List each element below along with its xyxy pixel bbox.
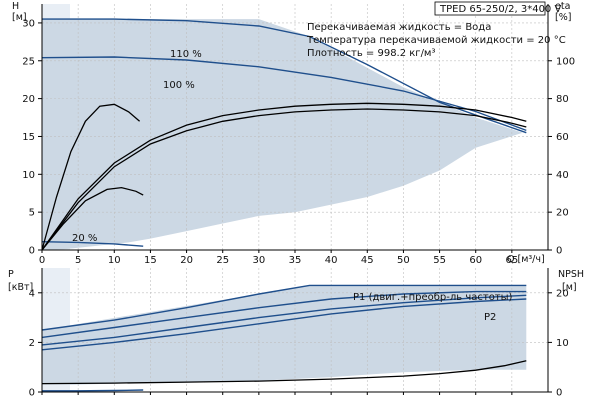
x-tick-label: 60 <box>469 255 482 266</box>
curve-bot-2 <box>41 294 527 346</box>
power-envelope-layer <box>42 268 527 392</box>
x-tick-label: 55 <box>433 255 446 266</box>
head-envelope-layer <box>42 4 523 250</box>
right-tick-label: 100 <box>556 56 575 67</box>
x-tick-label: 30 <box>252 255 265 266</box>
pump-model-title: TPED 65-250/2, 3*400 V <box>439 4 561 15</box>
power-npsh-panel: 0 2 4 0 10 20 P [кВт] NPSH [м] P1 (двиг.+прео… <box>8 268 584 399</box>
curve-top-3 <box>41 102 527 251</box>
left-tick-label: 10 <box>22 170 35 181</box>
x-tick-label: 10 <box>108 255 121 266</box>
right-tick-label: 40 <box>556 170 569 181</box>
info-line-temperature: Температура перекачиваемой жидкости = 20… <box>306 35 566 46</box>
left-tick-label: 30 <box>22 18 35 29</box>
head-efficiency-panel: 0 5 10 15 20 25 30 0 20 40 60 80 100 0 5 10 15 20 25 30 35 40… <box>12 1 575 266</box>
operating-range-envelope <box>42 285 527 385</box>
x-tick-label: 5 <box>75 255 81 266</box>
left-tick-label: 4 <box>29 288 35 299</box>
x-tick-label: 20 <box>180 255 193 266</box>
x-tick-label: 65 <box>505 255 518 266</box>
curve-20 <box>41 241 144 247</box>
right-tick-label: 0 <box>556 388 562 399</box>
curve-110 <box>42 18 527 134</box>
power-axis-unit: [кВт] <box>8 282 33 293</box>
eta-axis-unit: [%] <box>555 12 571 23</box>
curve-bot-5 <box>41 360 527 385</box>
curve-top-4 <box>41 108 527 251</box>
left-tick-label: 15 <box>22 132 35 143</box>
info-line-density: Плотность = 998.2 кг/м³ <box>307 48 436 59</box>
head-curves-layer <box>41 18 527 251</box>
power-tick-labels: 0 2 4 0 10 20 <box>29 288 569 398</box>
curve-label-110: 110 % <box>170 49 202 60</box>
curve-label-p2: P2 <box>484 312 496 323</box>
left-tick-label: 5 <box>29 208 35 219</box>
curve-p2 <box>41 290 527 339</box>
head-tick-labels: 0 5 10 15 20 25 30 0 20 40 60 80 100 0 5 10 15 20 25 30 35 40… <box>22 18 575 266</box>
power-curves-layer <box>41 284 527 392</box>
right-tick-label: 60 <box>556 132 569 143</box>
x-tick-label: 50 <box>397 255 410 266</box>
right-tick-label: 80 <box>556 94 569 105</box>
right-tick-label: 10 <box>556 338 569 349</box>
head-axis-label: H <box>12 1 19 12</box>
pump-model-box <box>434 1 546 16</box>
curve-top-6 <box>41 103 141 251</box>
info-line-liquid: Перекачиваемая жидкость = Вода <box>307 22 491 33</box>
right-tick-label: 0 <box>556 246 562 257</box>
power-axes <box>38 268 552 395</box>
x-tick-label: 35 <box>289 255 302 266</box>
left-tick-label: 25 <box>22 56 35 67</box>
operating-range-envelope <box>42 19 523 250</box>
x-tick-label: 45 <box>361 255 374 266</box>
left-tick-label: 20 <box>22 94 35 105</box>
right-tick-label: 20 <box>556 208 569 219</box>
curve-label-20: 20 % <box>72 233 97 244</box>
curve-label-p1: P1 (двиг.+преобр-ль частоты) <box>353 292 513 303</box>
power-axis-label: P <box>8 269 14 280</box>
curve-bot-4 <box>42 389 144 392</box>
npsh-axis-label: NPSH <box>558 269 584 280</box>
x-tick-label: 0 <box>39 255 45 266</box>
head-axes <box>38 4 552 253</box>
head-axis-unit: [м] <box>12 12 27 23</box>
left-tick-label: 2 <box>29 338 35 349</box>
npsh-axis-unit: [м] <box>562 282 577 293</box>
x-tick-label: 15 <box>144 255 157 266</box>
x-tick-label: 25 <box>216 255 229 266</box>
x-tick-label: 40 <box>325 255 338 266</box>
flow-axis-label: Q [м³/ч] <box>507 254 545 265</box>
left-tick-label: 0 <box>29 388 35 399</box>
curve-label-100: 100 % <box>163 80 195 91</box>
right-tick-label: 20 <box>556 288 569 299</box>
curve-top-5 <box>41 186 144 251</box>
left-tick-label: 0 <box>29 246 35 257</box>
curve-p1 <box>41 284 527 331</box>
eta-axis-label: eta <box>555 1 570 12</box>
curve-bot-3 <box>41 298 527 351</box>
